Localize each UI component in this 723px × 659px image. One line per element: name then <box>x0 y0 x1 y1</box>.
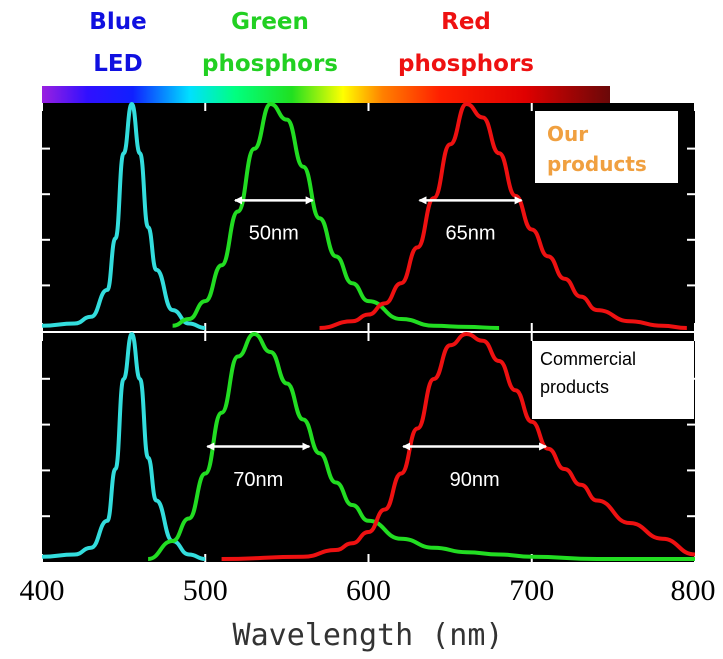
header-label-green-line1: Green <box>231 9 309 35</box>
header-label-red-line1: Red <box>441 9 491 35</box>
fwhm-label: 50nm <box>249 223 299 245</box>
fwhm-label: 70nm <box>233 469 283 491</box>
x-tick-label: 400 <box>20 574 65 607</box>
bottom-panel: 70nm 90nm Commercial products <box>41 332 696 562</box>
legend-text: products <box>540 377 609 397</box>
header-label-blue-line2: LED <box>93 51 142 77</box>
series-line-2 <box>319 102 687 330</box>
legend-text: Our <box>547 122 588 146</box>
x-tick-label: 700 <box>509 574 554 607</box>
legend-box <box>535 111 678 183</box>
header-label-green-line2: phosphors <box>202 51 338 77</box>
header-label-red-line2: phosphors <box>398 51 534 77</box>
x-axis: 400 500 600 700 800 <box>20 574 716 607</box>
header-label-blue-line1: Blue <box>89 9 146 35</box>
series-line-2 <box>221 332 696 561</box>
fwhm-label: 90nm <box>450 469 500 491</box>
series-line-1 <box>147 332 695 562</box>
legend-box <box>532 341 694 419</box>
x-tick-label: 500 <box>183 574 228 607</box>
legend-text: Commercial <box>540 349 636 369</box>
fwhm-label: 65nm <box>446 223 496 245</box>
series-line-1 <box>172 102 500 330</box>
legend-text: products <box>547 152 647 176</box>
x-axis-label: Wavelength (nm) <box>233 618 504 653</box>
x-tick-label: 800 <box>671 574 716 607</box>
spectrum-color-bar <box>42 86 610 103</box>
top-panel: 50nm 65nm Our products <box>41 102 696 331</box>
series-line-0 <box>41 102 206 330</box>
x-tick-label: 600 <box>346 574 391 607</box>
